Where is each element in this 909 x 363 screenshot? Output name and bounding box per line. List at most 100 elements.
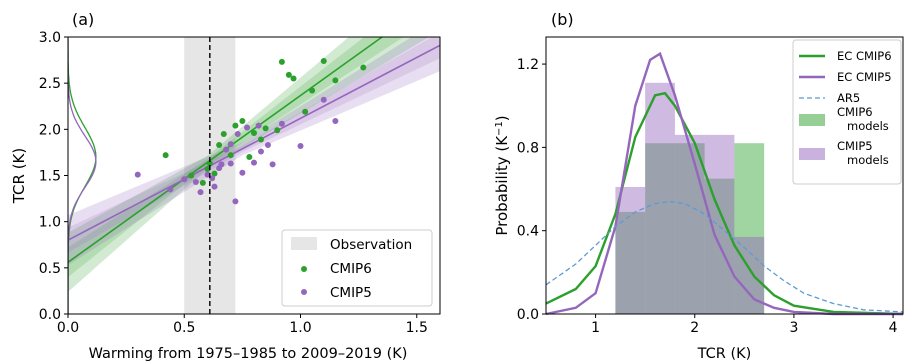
data-point-cmip5 xyxy=(197,189,204,196)
legend-a: Observation CMIP6 CMIP5 xyxy=(281,229,433,307)
data-point-cmip6 xyxy=(188,172,195,179)
legend-label-cmip5: CMIP5 xyxy=(330,285,372,301)
confidence-band-inner-cmip5 xyxy=(68,37,440,253)
histogram-bar-cmip5 xyxy=(645,82,675,314)
x-tick-label: 1.5 xyxy=(406,320,428,336)
y-tick-label: 2.0 xyxy=(39,122,61,138)
data-point-cmip6 xyxy=(320,58,327,65)
x-tick-label: 1.0 xyxy=(289,320,311,336)
histogram-bar-cmip5 xyxy=(615,186,646,314)
data-point-cmip6 xyxy=(262,125,269,132)
pdf-curve-ec-cmip6 xyxy=(545,91,904,316)
data-point-cmip5 xyxy=(192,178,199,185)
data-point-cmip5 xyxy=(332,118,339,125)
x-tick-label: 3 xyxy=(789,320,798,336)
y-tick-label: 0.8 xyxy=(517,140,539,156)
data-point-cmip5 xyxy=(232,198,239,205)
data-point-cmip5 xyxy=(269,161,276,168)
data-point-cmip6 xyxy=(211,170,218,177)
legend-label-ar5: AR5 xyxy=(837,91,860,105)
data-point-cmip5 xyxy=(264,142,271,149)
panel-a: 0.0 0.5 1.0 1.5 0.0 0.5 1.0 1.5 2.0 2.5 3.0 Warming… xyxy=(10,10,441,362)
data-point-cmip6 xyxy=(274,127,281,134)
legend-box xyxy=(281,229,433,307)
panel-b-frame xyxy=(545,36,904,315)
x-axis-label: Warming from 1975–1985 to 2009–2019 (K) xyxy=(89,346,408,362)
y-tick-label: 1.2 xyxy=(517,57,539,73)
histogram-bar-cmip5 xyxy=(674,134,705,314)
regression-line-cmip5 xyxy=(68,44,440,241)
data-point-cmip5 xyxy=(278,120,285,127)
panel-a-plot-area xyxy=(68,37,440,314)
y-tick-label: 0.4 xyxy=(517,224,539,240)
legend-label-ec-cmip5: EC CMIP5 xyxy=(837,70,892,84)
y-axis-label: Probability (K−1) xyxy=(493,115,511,235)
data-point-cmip5 xyxy=(239,169,246,176)
histogram-bar-cmip6 xyxy=(645,143,675,314)
histogram-bar-cmip6 xyxy=(674,143,705,314)
y-tick-label: 1.0 xyxy=(39,215,61,231)
regression-line-cmip6 xyxy=(68,37,384,263)
data-point-cmip6 xyxy=(232,122,239,129)
x-tick-label: 4 xyxy=(889,320,898,336)
x-tick-label: 2 xyxy=(690,320,699,336)
data-point-cmip6 xyxy=(309,87,316,94)
legend-label-cmip5-line2: models xyxy=(847,153,889,167)
legend-marker-cmip5 xyxy=(301,289,307,295)
data-point-cmip6 xyxy=(360,64,367,71)
x-tick-label: 1 xyxy=(591,320,600,336)
data-point-cmip6 xyxy=(239,118,246,125)
histogram-bar-cmip5 xyxy=(704,134,735,314)
panel-b: 1 2 3 4 0.0 0.4 0.8 1.2 TCR (K) Probability (K−1)… xyxy=(493,10,904,362)
data-point-cmip5 xyxy=(167,186,174,193)
data-point-cmip5 xyxy=(181,176,188,183)
panel-label: (b) xyxy=(551,10,574,29)
data-point-cmip5 xyxy=(297,142,304,149)
legend-swatch-observation xyxy=(291,237,317,250)
data-point-cmip6 xyxy=(257,136,264,143)
data-point-cmip6 xyxy=(220,130,227,137)
data-point-cmip6 xyxy=(285,71,292,78)
y-tick-label: 2.5 xyxy=(39,76,61,92)
data-point-cmip5 xyxy=(227,141,234,148)
data-point-cmip6 xyxy=(206,160,213,167)
x-tick-label: 0.5 xyxy=(173,320,195,336)
histogram-bar-cmip6 xyxy=(734,143,765,314)
data-point-cmip5 xyxy=(255,122,262,129)
data-point-cmip5 xyxy=(223,146,230,153)
histogram-bar-cmip6 xyxy=(615,211,646,314)
legend-label-cmip6: CMIP6 xyxy=(330,261,372,277)
legend-label-observation: Observation xyxy=(330,237,412,253)
data-point-cmip6 xyxy=(204,166,211,173)
data-point-cmip5 xyxy=(211,183,218,190)
y-axis-label-superscript: −1 xyxy=(494,121,505,136)
y-tick-label: 0.0 xyxy=(517,307,539,323)
data-point-cmip6 xyxy=(162,152,169,159)
legend-swatch-cmip5 xyxy=(799,148,825,160)
legend-label-cmip5: CMIP5 xyxy=(837,139,873,153)
data-point-cmip6 xyxy=(278,58,285,65)
data-point-cmip5 xyxy=(257,148,264,155)
data-point-cmip5 xyxy=(320,96,327,103)
data-point-cmip5 xyxy=(134,171,141,178)
data-point-cmip6 xyxy=(199,179,206,186)
x-tick-label: 0.0 xyxy=(57,320,79,336)
data-point-cmip6 xyxy=(216,142,223,149)
y-tick-label: 3.0 xyxy=(39,30,61,46)
data-point-cmip5 xyxy=(227,160,234,167)
y-tick-label: 0.5 xyxy=(39,261,61,277)
y-tick-label: 0.0 xyxy=(39,307,61,323)
pdf-curve-ec-cmip5 xyxy=(545,51,903,316)
y-axis-label: TCR (K) xyxy=(10,148,28,205)
legend-marker-cmip6 xyxy=(301,266,307,272)
legend-label-ec-cmip6: EC CMIP6 xyxy=(837,49,892,63)
legend-swatch-cmip6 xyxy=(799,114,825,126)
legend-label-cmip6-line2: models xyxy=(847,119,889,133)
data-point-cmip6 xyxy=(332,77,339,84)
data-point-cmip6 xyxy=(246,154,253,161)
data-point-cmip6 xyxy=(251,130,257,137)
data-point-cmip5 xyxy=(204,171,211,178)
data-point-cmip5 xyxy=(218,161,225,168)
